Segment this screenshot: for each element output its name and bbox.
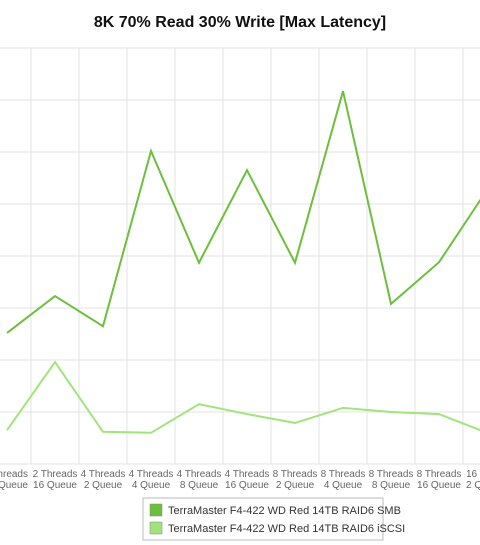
x-tick-label: 8 Threads — [273, 469, 318, 480]
x-tick-label: 16 Queue — [33, 480, 77, 491]
chart-title: 8K 70% Read 30% Write [Max Latency] — [94, 14, 386, 31]
legend: TerraMaster F4-422 WD Red 14TB RAID6 SMB… — [149, 503, 405, 535]
x-tick-label: 4 Threads — [129, 469, 174, 480]
plot-area — [0, 47, 480, 465]
legend-box — [142, 497, 384, 541]
x-tick-label: 4 Threads — [177, 469, 222, 480]
x-tick-label: 2 Queue — [84, 480, 123, 491]
legend-label: TerraMaster F4-422 WD Red 14TB RAID6 SMB — [168, 505, 401, 517]
x-tick-label: 8 Threads — [321, 469, 366, 480]
legend-swatch — [149, 503, 163, 517]
legend-swatch — [149, 521, 163, 535]
series-line — [6, 360, 480, 434]
x-tick-label: 16 Queue — [417, 480, 461, 491]
x-tick-label: 2 Q — [466, 480, 480, 491]
x-tick-label: 8 Threads — [369, 469, 414, 480]
x-tick-label: 16 Queue — [225, 480, 269, 491]
x-tick-label: Queue — [0, 480, 28, 491]
x-tick-label: 4 Threads — [225, 469, 270, 480]
x-tick-label: 4 Threads — [81, 469, 126, 480]
x-tick-label: 2 Threads — [33, 469, 78, 480]
series-line — [6, 90, 480, 334]
x-tick-label: hreads — [0, 469, 28, 480]
x-tick-label: 8 Threads — [417, 469, 462, 480]
x-tick-label: 8 Queue — [372, 480, 411, 491]
x-tick-label: 2 Queue — [276, 480, 315, 491]
legend-label: TerraMaster F4-422 WD Red 14TB RAID6 iSC… — [168, 523, 405, 535]
x-tick-label: 16 T — [466, 469, 480, 480]
x-tick-label: 4 Queue — [132, 480, 171, 491]
x-tick-label: 8 Queue — [180, 480, 219, 491]
x-tick-label: 4 Queue — [324, 480, 363, 491]
